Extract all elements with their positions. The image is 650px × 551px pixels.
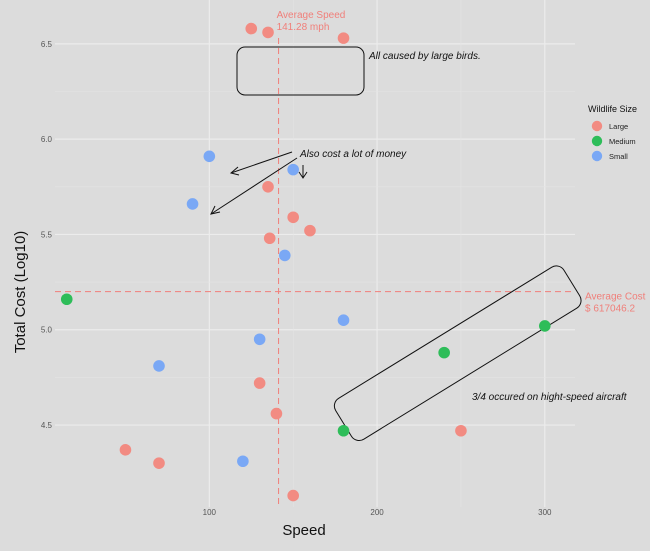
annotation-high-speed: 3/4 occured on hight-speed aircraft [472, 392, 628, 403]
point-large-0 [245, 22, 258, 35]
arrow-1 [230, 151, 293, 174]
x-tick-label-0: 100 [203, 508, 217, 517]
arrow-3-head [298, 171, 308, 179]
y-tick-label-3: 6.0 [41, 135, 53, 144]
point-small-1 [287, 163, 299, 176]
legend-label-small: Small [609, 152, 628, 161]
annotation-box-large-birds [236, 46, 365, 96]
reference-lines [55, 38, 575, 507]
point-large-12 [287, 489, 299, 502]
y-tick-label-4: 6.5 [41, 40, 53, 49]
point-large-10 [153, 457, 165, 469]
point-large-8 [270, 407, 283, 420]
point-large-9 [119, 444, 132, 456]
point-large-2 [337, 32, 350, 44]
point-large-6 [263, 232, 276, 245]
y-tick-label-0: 4.5 [41, 421, 53, 430]
grid-lines [55, 0, 575, 507]
arrow-2-head [210, 205, 221, 215]
legend-items: Large Medium Small [591, 120, 636, 162]
point-small-7 [237, 455, 249, 468]
avg-cost-label: Average Cost [585, 292, 646, 303]
point-large-1 [262, 26, 274, 39]
point-medium-3 [337, 424, 350, 437]
point-small-4 [337, 314, 350, 327]
legend-swatch-medium [591, 135, 603, 147]
y-axis-title: Total Cost (Log10) [12, 231, 29, 354]
annotation-cost-money: Also cost a lot of money [299, 149, 407, 160]
point-medium-1 [539, 320, 551, 332]
arrow-1-head [229, 166, 240, 176]
point-small-2 [186, 198, 199, 210]
legend-swatch-small [591, 150, 603, 162]
legend-swatch-large [591, 120, 603, 132]
x-axis-title: Speed [282, 522, 325, 539]
legend-label-large: Large [609, 122, 628, 131]
x-tick-label-1: 200 [370, 508, 384, 517]
point-large-4 [287, 211, 299, 224]
point-large-7 [253, 377, 266, 389]
legend-title: Wildlife Size [588, 104, 637, 114]
annotation-large-birds: All caused by large birds. [368, 51, 481, 62]
point-small-3 [279, 249, 291, 262]
avg-speed-label: Average Speed [277, 10, 346, 21]
y-tick-label-2: 5.5 [41, 230, 53, 239]
point-large-11 [455, 424, 467, 437]
legend-label-medium: Medium [609, 137, 636, 146]
plot-panel [55, 0, 575, 507]
legend: Wildlife Size Large Medium Small [588, 104, 637, 162]
point-large-3 [262, 180, 274, 193]
annotation-arrows [210, 151, 308, 215]
x-tick-label-2: 300 [538, 508, 552, 517]
y-tick-label-1: 5.0 [41, 326, 53, 335]
point-small-6 [153, 360, 165, 372]
point-large-5 [304, 224, 316, 237]
point-small-5 [253, 333, 266, 346]
point-small-0 [203, 150, 216, 163]
avg-cost-value: $ 617046.2 [585, 304, 635, 315]
annotation-box-high-speed [333, 265, 582, 442]
data-points [60, 22, 551, 502]
tick-labels: 100 200 300 4.5 5.0 5.5 6.0 6.5 [41, 40, 552, 517]
point-medium-0 [60, 293, 73, 306]
avg-speed-value: 141.28 mph [277, 22, 330, 33]
arrow-2 [210, 157, 298, 215]
point-medium-2 [438, 346, 450, 359]
